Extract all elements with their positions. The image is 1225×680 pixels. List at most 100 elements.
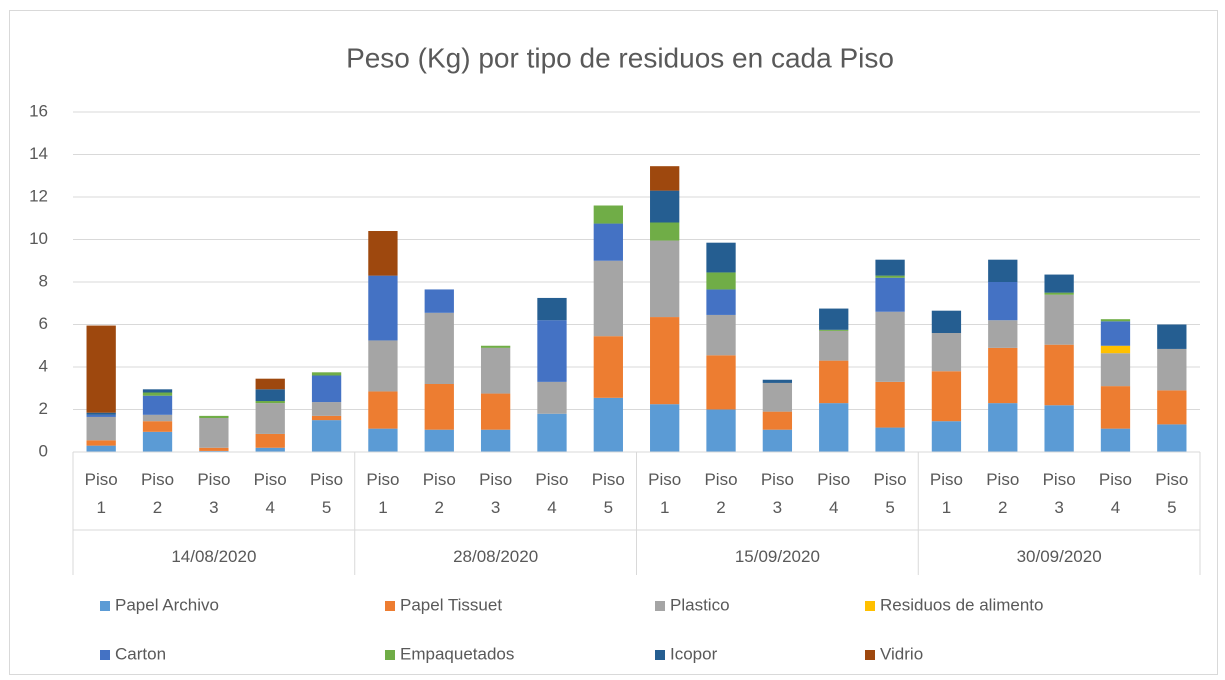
bar-segment	[1044, 405, 1074, 452]
bar-segment	[875, 275, 905, 278]
bar-segment	[1044, 292, 1074, 295]
bar-segment	[86, 414, 116, 417]
x-tick-label: Piso 4	[817, 470, 851, 517]
bar-segment	[86, 412, 116, 415]
y-tick-label: 12	[29, 186, 48, 205]
bar-segment	[1157, 424, 1187, 452]
bar-segment	[988, 347, 1018, 404]
bar-segment	[819, 308, 849, 330]
bar-segment	[593, 260, 623, 337]
bar-segment	[1157, 390, 1187, 425]
bar-segment	[988, 259, 1018, 282]
bar-segment	[1100, 428, 1131, 452]
bar-segment	[142, 414, 173, 422]
bar-segment	[706, 314, 736, 356]
bar-segment	[480, 393, 511, 430]
x-tick-label: Piso 1	[929, 470, 963, 517]
bar-segment	[650, 222, 680, 241]
legend-label: Papel Tissuet	[400, 595, 502, 614]
legend-label: Vidrio	[880, 644, 923, 663]
x-tick-label: Piso 2	[704, 470, 738, 517]
bar-segment	[255, 433, 285, 448]
bar-segment	[819, 329, 849, 331]
bar-segment	[199, 418, 229, 448]
legend-swatch	[655, 601, 665, 611]
bar-segment	[424, 312, 454, 384]
bar-segment	[1100, 321, 1131, 346]
bar-segment	[255, 403, 285, 434]
x-tick-label: Piso 1	[366, 470, 400, 517]
bar-segment	[1100, 319, 1131, 322]
y-tick-label: 0	[39, 441, 48, 460]
bar-segment	[368, 391, 398, 429]
y-tick-label: 4	[39, 356, 48, 375]
bar-segment	[819, 403, 849, 452]
x-tick-label: Piso 2	[986, 470, 1020, 517]
x-tick-label: Piso 1	[648, 470, 682, 517]
bar-segment	[650, 317, 680, 405]
bar-segment	[762, 429, 793, 452]
x-tick-label: Piso 4	[1098, 470, 1132, 517]
bar-segment	[368, 340, 398, 392]
bar-segment	[1100, 345, 1131, 354]
legend-swatch	[385, 601, 395, 611]
x-tick-label: Piso 4	[535, 470, 569, 517]
bar-segment	[875, 259, 905, 276]
bar-segment	[255, 389, 285, 401]
bar-segment	[988, 282, 1018, 321]
bar-segment	[762, 379, 793, 383]
y-tick-label: 14	[29, 144, 48, 163]
x-tick-label: Piso 5	[873, 470, 907, 517]
x-tick-label: Piso 5	[310, 470, 344, 517]
bar-segment	[86, 325, 116, 413]
bar-segment	[706, 272, 736, 290]
bar-segment	[86, 440, 116, 446]
bar-segment	[424, 289, 454, 313]
legend-label: Papel Archivo	[115, 595, 219, 614]
bar-segment	[1157, 348, 1187, 391]
bar-segment	[650, 240, 680, 318]
bar-segment	[1157, 324, 1187, 349]
x-tick-label: Piso 1	[84, 470, 118, 517]
bar-segment	[875, 311, 905, 382]
bar-segment	[931, 333, 962, 372]
x-tick-label: Piso 3	[197, 470, 231, 517]
legend-swatch	[865, 601, 875, 611]
bar-segment	[1100, 386, 1131, 429]
bar-segment	[819, 330, 849, 361]
bar-segment	[650, 190, 680, 223]
bar-segment	[311, 415, 342, 421]
x-tick-label: Piso 3	[1042, 470, 1076, 517]
bar-segment	[931, 421, 962, 452]
bar-segment	[199, 447, 229, 451]
bar-segment	[86, 445, 116, 452]
bar-segment	[199, 415, 229, 418]
bar-segment	[255, 447, 285, 452]
bar-segment	[368, 231, 398, 276]
bar-segment	[480, 347, 511, 394]
x-tick-label: Piso 2	[422, 470, 456, 517]
group-label: 15/09/2020	[734, 547, 820, 566]
bar-segment	[1044, 344, 1074, 406]
x-tick-label: Piso 3	[760, 470, 794, 517]
bar-segment	[537, 381, 567, 414]
legend-swatch	[655, 650, 665, 660]
bar-segment	[311, 372, 342, 376]
bar-segment	[706, 289, 736, 315]
bar-segment	[537, 320, 567, 382]
bar-segment	[424, 429, 454, 452]
bar-segment	[650, 166, 680, 191]
legend-label: Plastico	[670, 595, 730, 614]
x-tick-label: Piso 5	[1155, 470, 1189, 517]
bar-segment	[593, 397, 623, 452]
bar-segment	[255, 378, 285, 390]
bar-segment	[706, 355, 736, 410]
bar-segment	[142, 389, 173, 393]
bar-segment	[255, 401, 285, 404]
x-tick-label: Piso 2	[140, 470, 175, 517]
bar-segment	[86, 416, 116, 441]
x-tick-label: Piso 4	[253, 470, 287, 517]
bar-segment	[142, 395, 173, 415]
